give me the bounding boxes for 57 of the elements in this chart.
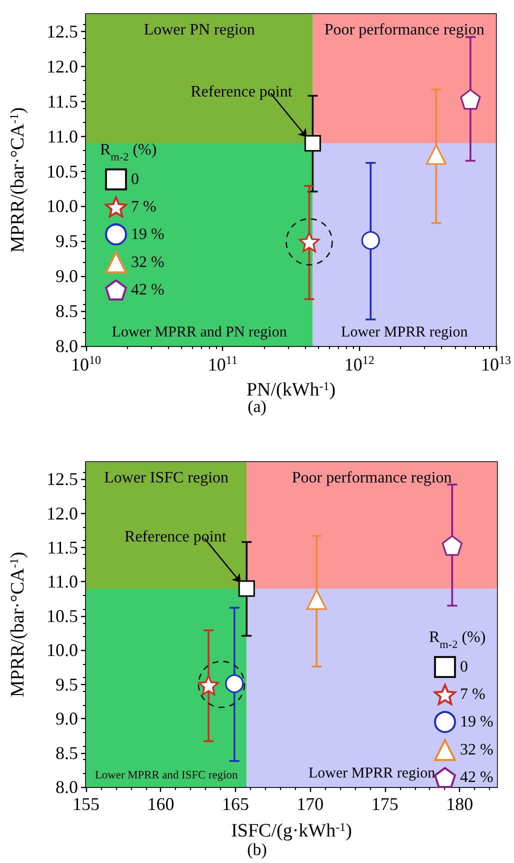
legend-label: 32 %	[460, 742, 494, 759]
x-tick-label: 170	[296, 794, 324, 814]
x-tick-label: 180	[446, 794, 474, 814]
text: (b)	[247, 840, 267, 859]
y-tick-label: 12.0	[46, 56, 78, 76]
y-tick-label: 9.5	[56, 231, 78, 252]
y-axis-title: MPRR/(bar·°CA-1)	[7, 552, 28, 698]
band-label: Lower MPRR region	[308, 766, 436, 782]
y-axis-title: MPRR/(bar·°CA-1)	[7, 107, 28, 253]
y-tick-label: 9.5	[56, 674, 78, 694]
x-tick-label: 175	[371, 794, 398, 814]
legend-label: 19 %	[460, 714, 494, 731]
y-tick-label: 12.5	[46, 469, 78, 490]
annotation: Reference point	[124, 528, 227, 546]
legend-label: 32 %	[131, 254, 164, 271]
y-tick-label: 11.0	[47, 126, 78, 146]
legend-label: 42 %	[131, 281, 164, 298]
y-tick-label: 8.5	[56, 301, 78, 322]
y-tick-label: 9.0	[56, 266, 78, 286]
y-tick-label: 9.0	[56, 708, 78, 729]
band-label: Lower PN region	[144, 22, 255, 38]
legend-label: 7 %	[460, 686, 486, 704]
x-tick-label: 155	[72, 794, 100, 814]
point	[225, 674, 244, 693]
y-tick-label: 8.0	[56, 777, 78, 797]
band-label: Lower MPRR and PN region	[112, 324, 288, 340]
annotation: Reference point	[190, 83, 293, 100]
y-tick-label: 10.0	[46, 640, 78, 660]
legend-title: R$_{m-2}$ (%)	[429, 629, 486, 651]
band-label: Poor performance region	[292, 470, 452, 486]
y-tick-label: 12.5	[46, 21, 78, 42]
legend-label: 0	[460, 658, 468, 676]
y-tick-label: 8.0	[56, 336, 78, 356]
y-tick-label: 10.0	[46, 196, 78, 216]
y-tick-label: 11.5	[47, 91, 78, 112]
text: (a)	[248, 397, 266, 416]
point	[442, 535, 462, 556]
x-tick-label: 160	[147, 794, 174, 814]
x-tick-label: 165	[222, 794, 249, 814]
band-label: Lower ISFC region	[104, 470, 229, 486]
legend-label: 19 %	[131, 226, 164, 243]
y-tick-label: 10.5	[46, 161, 78, 182]
y-tick-label: 11.5	[47, 538, 78, 558]
point	[198, 674, 219, 696]
y-tick-label: 12.0	[46, 503, 78, 524]
point	[306, 589, 327, 610]
point	[238, 580, 255, 597]
y-tick-label: 11.0	[47, 572, 78, 592]
band-label: Poor performance region	[324, 22, 484, 38]
legend-label: 42 %	[460, 769, 494, 786]
legend-label: 0	[131, 170, 139, 188]
y-tick-label: 8.5	[56, 742, 78, 763]
y-tick-label: 10.5	[46, 606, 78, 626]
band-label: Lower MPRR and ISFC region	[94, 770, 238, 782]
legend-title: R$_{m-2}$ (%)	[100, 141, 157, 164]
band-label: Lower MPRR region	[341, 324, 468, 340]
legend-label: 7 %	[131, 198, 156, 216]
